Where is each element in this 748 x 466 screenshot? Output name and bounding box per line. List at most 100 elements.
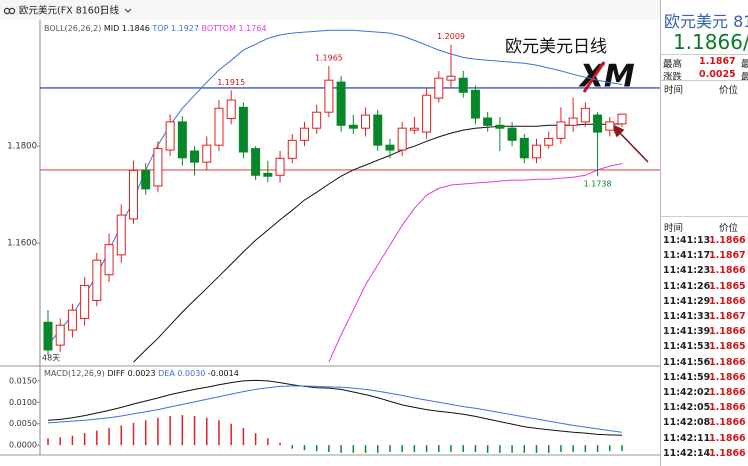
candle <box>104 233 114 283</box>
y-tick-label: 0.0050 <box>9 419 37 428</box>
candle-body <box>238 106 248 153</box>
high-label: 1.1915 <box>217 78 245 87</box>
day-count: 48天 <box>42 354 60 363</box>
candle-body <box>226 99 236 120</box>
legend-text: TOP <box>151 24 168 33</box>
trade-time: 11:42:02 <box>663 387 711 398</box>
dropdown-arrow[interactable] <box>124 8 132 13</box>
trade-time: 11:41:59 <box>663 371 711 383</box>
trade-price: 1.1865 <box>709 280 746 292</box>
candle <box>580 102 590 127</box>
macd-line <box>47 385 623 433</box>
legend-text: MACD(12,26,9) <box>44 369 105 378</box>
candle <box>556 107 566 144</box>
candle <box>324 66 334 118</box>
candle <box>263 160 273 183</box>
trade-time: 11:41:33 <box>663 311 711 322</box>
candle-body <box>593 114 603 133</box>
candle <box>470 85 480 125</box>
candle-body <box>214 107 224 146</box>
divider <box>661 54 748 55</box>
trade-price: 1.1866 <box>709 402 746 414</box>
candle <box>67 303 77 338</box>
candle-body <box>568 117 578 126</box>
candle <box>312 104 322 135</box>
candle-body <box>324 79 334 113</box>
candle-body <box>67 309 77 331</box>
candle <box>605 117 615 137</box>
candle <box>214 100 224 152</box>
candle-body <box>385 144 395 151</box>
trade-price: 1.1867 <box>709 250 746 262</box>
candle-body <box>519 137 529 159</box>
candle <box>226 90 236 125</box>
candle <box>299 121 309 147</box>
candle <box>202 136 212 171</box>
boll-line <box>328 163 623 363</box>
candle-body <box>409 127 419 131</box>
candle-body <box>116 214 126 256</box>
candle-body <box>458 77 468 93</box>
trade-time: 11:41:26 <box>663 280 711 292</box>
candle-body <box>275 157 285 176</box>
candle <box>116 204 126 263</box>
row-value: 1.1867 <box>699 56 736 67</box>
candle <box>190 146 200 176</box>
candle <box>593 112 603 177</box>
candle-body <box>202 144 212 163</box>
trade-time: 11:41:17 <box>663 250 711 262</box>
candle <box>397 121 407 156</box>
candle <box>532 138 542 164</box>
candle <box>483 112 493 132</box>
divider <box>661 80 748 81</box>
candle <box>251 146 261 181</box>
legend-text: -0.0014 <box>208 369 239 378</box>
chart-area: 欧元美元(FX 8160) 日线 欧元美元日线 XM 48天 1.18001.1… <box>0 0 660 456</box>
trade-price: 1.1866 <box>709 265 746 277</box>
candle <box>177 116 187 166</box>
candle <box>43 310 53 356</box>
candle-body <box>580 107 590 123</box>
macd-line <box>47 379 623 436</box>
logo-slash <box>582 61 606 93</box>
candle <box>128 160 138 224</box>
candle <box>568 97 578 132</box>
toolbar <box>0 0 660 20</box>
candle-body <box>446 75 456 81</box>
high-label: 1.1965 <box>315 54 343 63</box>
low-label: 1.1738 <box>584 180 612 189</box>
legend-text: 0.0023 <box>128 369 156 378</box>
candle-body <box>263 172 273 177</box>
trade-time: 11:42:08 <box>663 417 711 429</box>
candle-body <box>556 121 566 139</box>
candle-body <box>605 121 615 131</box>
trade-time: 11:41:39 <box>663 326 711 338</box>
period-selector[interactable]: 日线 <box>100 5 120 17</box>
candle <box>92 252 102 307</box>
candle <box>153 141 163 193</box>
link-icon <box>3 7 16 15</box>
trade-time: 11:41:56 <box>663 356 711 368</box>
y-tick-label: 0.0100 <box>9 398 37 407</box>
candle-body <box>373 114 383 146</box>
candle <box>519 134 529 164</box>
legend-text: 1.1764 <box>239 24 267 33</box>
candle-body <box>287 139 297 159</box>
row-extra: 最 <box>741 56 748 70</box>
candle-body <box>483 117 493 126</box>
candle-body <box>177 121 187 159</box>
candle <box>544 131 554 149</box>
candle-body <box>532 144 542 159</box>
candle-body <box>251 148 261 176</box>
trade-price: 1.1866 <box>709 356 746 368</box>
y-tick-label: 0.0150 <box>9 376 37 385</box>
candle <box>141 163 151 195</box>
legend-text: DIFF <box>107 369 125 378</box>
candle-body <box>348 124 358 129</box>
candle-body <box>141 169 151 190</box>
candle-body <box>336 81 346 126</box>
boll-line <box>133 123 623 363</box>
candle-body <box>361 114 371 129</box>
candle-body <box>92 259 102 301</box>
trade-time: 11:42:05 <box>663 402 711 414</box>
